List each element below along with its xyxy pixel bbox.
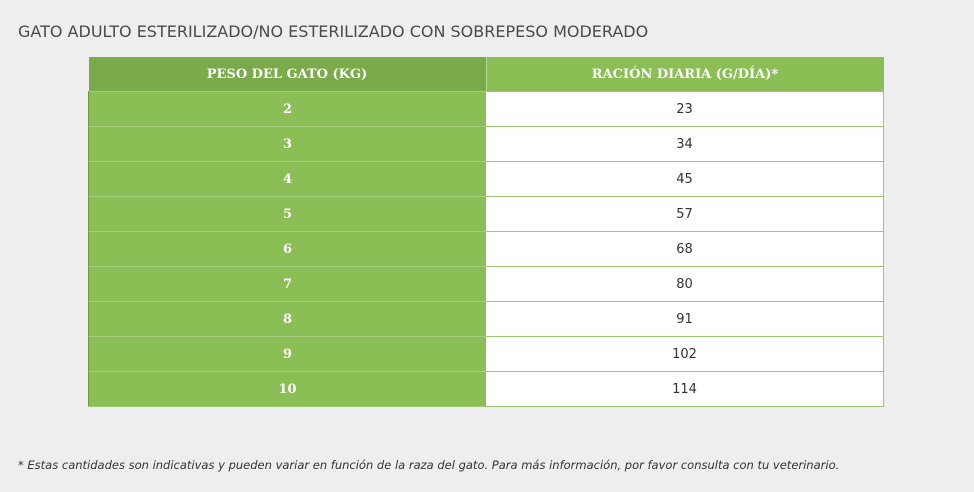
cell-ration: 80 (486, 266, 884, 302)
column-header-ration: RACIÓN DIARIA (G/DÍA)* (486, 57, 884, 92)
column-header-weight: PESO DEL GATO (KG) (88, 57, 487, 92)
cell-ration: 34 (486, 126, 884, 162)
cell-ration: 23 (486, 91, 884, 127)
cell-ration: 114 (486, 371, 884, 407)
page-title: GATO ADULTO ESTERILIZADO/NO ESTERILIZADO… (18, 22, 649, 41)
table-row: 3 34 (88, 126, 884, 162)
table-row: 10 114 (88, 371, 884, 407)
cell-weight: 6 (88, 231, 486, 267)
cell-weight: 3 (88, 126, 486, 162)
table-row: 4 45 (88, 161, 884, 197)
table-row: 6 68 (88, 231, 884, 267)
cell-weight: 10 (88, 371, 486, 407)
table-row: 2 23 (88, 91, 884, 127)
cell-weight: 4 (88, 161, 486, 197)
table-row: 5 57 (88, 196, 884, 232)
cell-ration: 68 (486, 231, 884, 267)
footnote: * Estas cantidades son indicativas y pue… (18, 458, 840, 472)
table-header-row: PESO DEL GATO (KG) RACIÓN DIARIA (G/DÍA)… (88, 57, 884, 92)
cell-ration: 45 (486, 161, 884, 197)
cell-weight: 8 (88, 301, 486, 337)
cell-weight: 9 (88, 336, 486, 372)
cell-ration: 102 (486, 336, 884, 372)
table-row: 7 80 (88, 266, 884, 302)
cell-weight: 7 (88, 266, 486, 302)
ration-table: PESO DEL GATO (KG) RACIÓN DIARIA (G/DÍA)… (88, 57, 884, 407)
cell-ration: 91 (486, 301, 884, 337)
table-row: 8 91 (88, 301, 884, 337)
table-row: 9 102 (88, 336, 884, 372)
cell-weight: 2 (88, 91, 486, 127)
cell-ration: 57 (486, 196, 884, 232)
cell-weight: 5 (88, 196, 486, 232)
